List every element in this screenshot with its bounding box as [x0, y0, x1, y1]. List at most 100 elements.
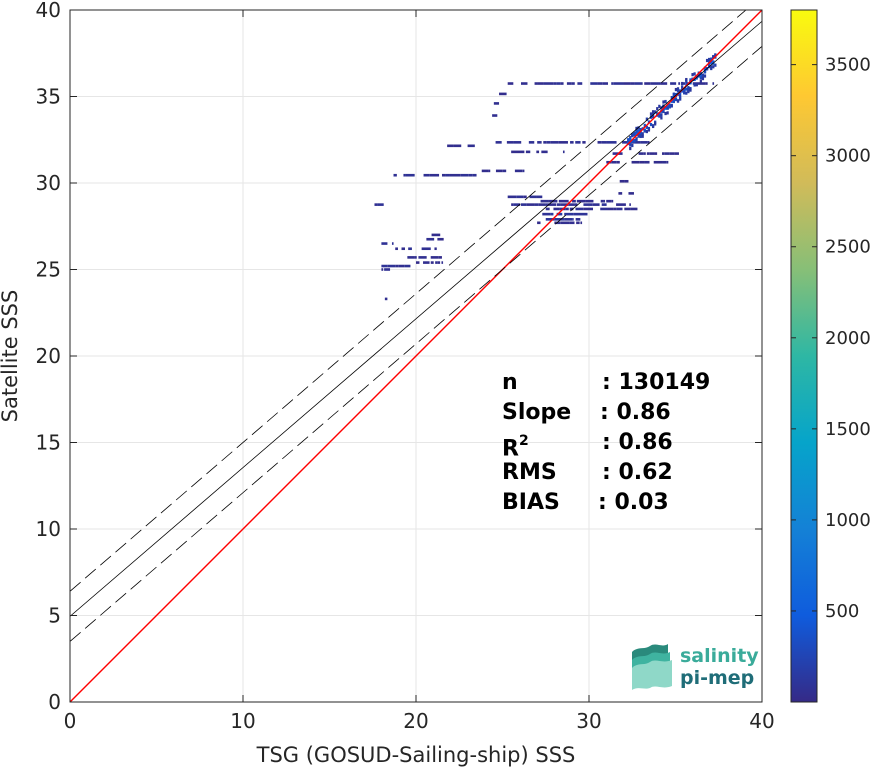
density-segment [447, 144, 454, 148]
density-segment [613, 82, 624, 85]
density-segment [431, 233, 441, 237]
density-segment [536, 195, 543, 199]
density-core-cell [701, 76, 705, 80]
density-segment [650, 82, 657, 85]
colorbar [790, 9, 818, 703]
density-core-cell [647, 126, 651, 131]
density-segment [554, 218, 565, 221]
x-axis-ticks: 0 10 20 30 40 [64, 10, 775, 733]
density-segment [553, 207, 560, 211]
density-segment [571, 82, 575, 85]
density-segment [407, 256, 412, 259]
density-core-cell [666, 106, 669, 110]
density-segment [504, 92, 507, 96]
density-segment [654, 152, 658, 155]
density-core-cell [664, 111, 667, 116]
density-segment [678, 82, 681, 85]
density-segment [545, 207, 550, 211]
density-core-cell [645, 129, 648, 134]
density-core-cell [645, 117, 648, 121]
identity-line [70, 10, 762, 702]
density-segment [653, 160, 663, 164]
density-core-cell [637, 129, 640, 133]
density-core-cell [631, 134, 634, 138]
x-tick-label: 10 [230, 709, 255, 733]
density-segment [698, 82, 706, 85]
density-segment [569, 221, 575, 225]
density-core-cell [708, 57, 711, 62]
density-segment [616, 207, 623, 211]
x-tick-label: 40 [749, 709, 774, 733]
density-core-cell [670, 104, 673, 108]
stat-slope-label: Slope [502, 400, 572, 425]
density-segment [572, 218, 574, 221]
density-core-cell [674, 97, 678, 102]
density-segment [453, 144, 462, 148]
colorbar-tick-label: 3500 [825, 55, 871, 76]
density-segment [416, 261, 420, 264]
density-segment [556, 221, 561, 225]
density-segment [434, 247, 437, 251]
density-core-cell [681, 89, 684, 93]
density-core-cell [699, 79, 702, 83]
density-segment [669, 152, 675, 155]
density-segment [374, 203, 378, 206]
density-segment [387, 264, 396, 268]
density-segment [536, 150, 540, 154]
density-segment [411, 256, 415, 259]
stat-rms-value: : 0.62 [602, 460, 673, 485]
density-core-cell [685, 79, 688, 84]
density-core-cell [678, 95, 682, 99]
y-axis-ticks: 0 5 10 15 20 25 30 35 40 [36, 0, 762, 714]
density-core-cell [639, 134, 642, 139]
density-segment [488, 169, 491, 173]
density-core-cell [658, 104, 661, 108]
density-segment [550, 141, 559, 144]
density-segment [619, 179, 625, 183]
stat-r2-letter: R [502, 436, 519, 462]
stat-rms-label: RMS [502, 460, 557, 485]
density-segment [537, 82, 544, 85]
density-core-cell [674, 87, 678, 92]
density-segment [660, 82, 668, 85]
density-core-cell [651, 124, 655, 128]
density-segment [644, 160, 650, 164]
density-segment [378, 203, 384, 206]
density-segment [511, 203, 514, 206]
density-core-cell [693, 83, 696, 87]
salinity-pi-mep-logo: salinity pi-mep [630, 642, 760, 692]
y-tick-label: 15 [36, 431, 61, 455]
density-core-cell [712, 65, 715, 69]
density-segment [384, 297, 388, 301]
density-core-cell [691, 73, 694, 77]
density-segment [564, 212, 574, 216]
density-segment [520, 82, 528, 85]
density-core-cell [685, 91, 688, 95]
density-core-cell [662, 108, 665, 112]
stat-slope-value: : 0.86 [600, 400, 671, 425]
density-segment [628, 192, 634, 195]
density-segment [430, 256, 439, 259]
density-core-cell [687, 86, 690, 90]
density-segment [638, 152, 644, 155]
density-segment [398, 264, 405, 268]
density-core-cell [712, 60, 715, 64]
regression-line [70, 20, 762, 617]
density-segment [664, 152, 670, 155]
density-segment [602, 82, 609, 85]
density-core-cell [635, 129, 638, 133]
density-segment [528, 141, 535, 144]
density-segment [506, 141, 514, 144]
density-segment [600, 207, 608, 211]
density-core-cell [654, 120, 657, 124]
density-core-cell [651, 114, 655, 119]
density-core-cell [647, 120, 651, 124]
density-segment [556, 82, 561, 85]
density-core-cell [631, 139, 634, 143]
density-segment [631, 160, 640, 164]
density-segment [580, 221, 583, 225]
density-segment [666, 160, 669, 164]
density-segment [550, 212, 554, 216]
density-core-cell [710, 61, 713, 65]
